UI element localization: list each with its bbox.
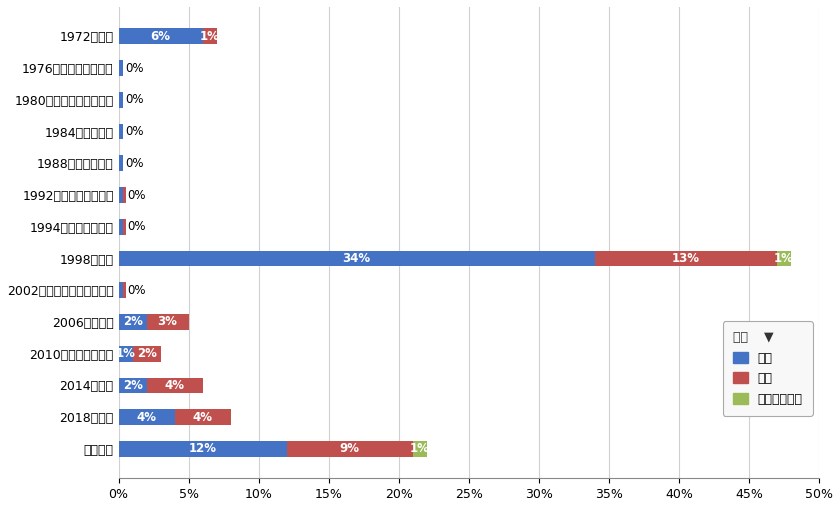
- Text: 2%: 2%: [123, 379, 143, 392]
- Bar: [777, 250, 791, 267]
- Bar: [146, 377, 202, 393]
- Bar: [118, 219, 123, 235]
- Text: 0%: 0%: [128, 220, 146, 233]
- Text: 1%: 1%: [200, 30, 219, 43]
- Text: 0%: 0%: [125, 157, 144, 170]
- Bar: [123, 187, 125, 203]
- Text: 0%: 0%: [128, 188, 146, 202]
- Text: 4%: 4%: [165, 379, 185, 392]
- Text: 4%: 4%: [192, 411, 213, 424]
- Text: 1%: 1%: [774, 252, 794, 265]
- Text: 1%: 1%: [410, 442, 430, 456]
- Bar: [118, 314, 146, 330]
- Text: 12%: 12%: [189, 442, 217, 456]
- Bar: [412, 441, 427, 457]
- Text: 6%: 6%: [150, 30, 171, 43]
- Text: 4%: 4%: [137, 411, 156, 424]
- Text: 3%: 3%: [158, 315, 177, 329]
- Bar: [118, 409, 175, 425]
- Text: 1%: 1%: [116, 347, 135, 360]
- Bar: [118, 250, 595, 267]
- Text: 0%: 0%: [125, 61, 144, 75]
- Text: 0%: 0%: [128, 284, 146, 297]
- Bar: [595, 250, 777, 267]
- Legend: 男性, 女性, 教えたくない: 男性, 女性, 教えたくない: [722, 321, 813, 416]
- Text: 0%: 0%: [125, 125, 144, 138]
- Bar: [123, 219, 125, 235]
- Bar: [123, 282, 125, 298]
- Bar: [118, 60, 123, 76]
- Bar: [118, 155, 123, 171]
- Text: 9%: 9%: [339, 442, 360, 456]
- Bar: [118, 123, 123, 140]
- Bar: [175, 409, 231, 425]
- Bar: [118, 92, 123, 108]
- Text: 2%: 2%: [137, 347, 156, 360]
- Bar: [118, 377, 146, 393]
- Bar: [118, 346, 133, 362]
- Bar: [118, 282, 123, 298]
- Text: 34%: 34%: [343, 252, 370, 265]
- Bar: [118, 441, 286, 457]
- Bar: [118, 28, 202, 44]
- Bar: [118, 187, 123, 203]
- Bar: [133, 346, 160, 362]
- Bar: [286, 441, 412, 457]
- Bar: [146, 314, 189, 330]
- Text: 0%: 0%: [125, 93, 144, 106]
- Text: 2%: 2%: [123, 315, 143, 329]
- Bar: [202, 28, 217, 44]
- Text: 13%: 13%: [672, 252, 700, 265]
